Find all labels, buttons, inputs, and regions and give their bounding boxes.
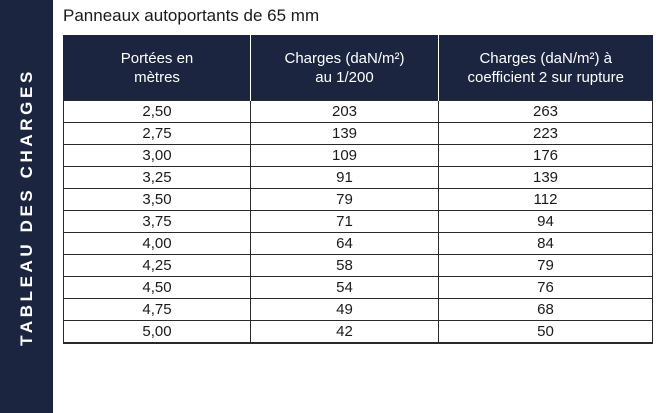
cell-load-coef2: 176 xyxy=(438,144,653,167)
table-row: 4,25 58 79 xyxy=(63,254,653,277)
cell-span: 3,25 xyxy=(63,166,251,189)
cell-load-coef2: 112 xyxy=(438,188,653,211)
table-row: 3,50 79 112 xyxy=(63,188,653,211)
cell-load-1-200: 109 xyxy=(250,144,439,167)
charges-table: Portées en mètres Charges (daN/m²) au 1/… xyxy=(63,35,653,344)
cell-load-coef2: 223 xyxy=(438,122,653,145)
header-span: Portées en mètres xyxy=(63,35,251,101)
header-load-1-200: Charges (daN/m²) au 1/200 xyxy=(250,35,439,101)
table-body: 2,50 203 263 2,75 139 223 3,00 109 176 3… xyxy=(63,100,653,344)
cell-span: 2,50 xyxy=(63,100,251,123)
cell-load-coef2: 139 xyxy=(438,166,653,189)
cell-load-1-200: 79 xyxy=(250,188,439,211)
cell-load-1-200: 54 xyxy=(250,276,439,299)
cell-span: 5,00 xyxy=(63,320,251,344)
cell-load-coef2: 68 xyxy=(438,298,653,321)
header-load-1-200-line2: au 1/200 xyxy=(315,68,374,86)
header-span-line1: Portées en xyxy=(120,49,194,67)
cell-load-1-200: 42 xyxy=(250,320,439,344)
cell-load-coef2: 50 xyxy=(438,320,653,344)
table-row: 4,50 54 76 xyxy=(63,276,653,299)
cell-load-coef2: 76 xyxy=(438,276,653,299)
header-span-line2: mètres xyxy=(134,68,180,86)
header-row: Portées en mètres Charges (daN/m²) au 1/… xyxy=(63,35,653,101)
cell-load-1-200: 139 xyxy=(250,122,439,145)
table-row: 2,50 203 263 xyxy=(63,100,653,123)
header-load-coef2-line1: Charges (daN/m²) à xyxy=(479,49,613,67)
cell-load-coef2: 84 xyxy=(438,232,653,255)
table-row: 5,00 42 50 xyxy=(63,320,653,344)
cell-load-1-200: 58 xyxy=(250,254,439,277)
table-row: 3,25 91 139 xyxy=(63,166,653,189)
side-title: TABLEAU DES CHARGES xyxy=(16,67,36,346)
cell-load-1-200: 203 xyxy=(250,100,439,123)
cell-span: 3,00 xyxy=(63,144,251,167)
table-row: 4,75 49 68 xyxy=(63,298,653,321)
table-row: 4,00 64 84 xyxy=(63,232,653,255)
cell-span: 3,75 xyxy=(63,210,251,233)
cell-load-coef2: 79 xyxy=(438,254,653,277)
cell-span: 4,00 xyxy=(63,232,251,255)
cell-span: 3,50 xyxy=(63,188,251,211)
cell-load-coef2: 94 xyxy=(438,210,653,233)
cell-span: 4,75 xyxy=(63,298,251,321)
header-load-1-200-line1: Charges (daN/m²) xyxy=(284,49,405,67)
table-header: Portées en mètres Charges (daN/m²) au 1/… xyxy=(63,35,653,101)
side-band: TABLEAU DES CHARGES xyxy=(0,0,53,413)
cell-span: 2,75 xyxy=(63,122,251,145)
cell-load-1-200: 91 xyxy=(250,166,439,189)
table-row: 2,75 139 223 xyxy=(63,122,653,145)
cell-span: 4,50 xyxy=(63,276,251,299)
cell-load-1-200: 49 xyxy=(250,298,439,321)
cell-load-coef2: 263 xyxy=(438,100,653,123)
cell-span: 4,25 xyxy=(63,254,251,277)
cell-load-1-200: 64 xyxy=(250,232,439,255)
table-caption: Panneaux autoportants de 65 mm xyxy=(63,6,320,25)
header-load-coef2: Charges (daN/m²) à coefficient 2 sur rup… xyxy=(438,35,653,101)
table-row: 3,75 71 94 xyxy=(63,210,653,233)
header-load-coef2-line2: coefficient 2 sur rupture xyxy=(467,68,624,86)
cell-load-1-200: 71 xyxy=(250,210,439,233)
table-row: 3,00 109 176 xyxy=(63,144,653,167)
